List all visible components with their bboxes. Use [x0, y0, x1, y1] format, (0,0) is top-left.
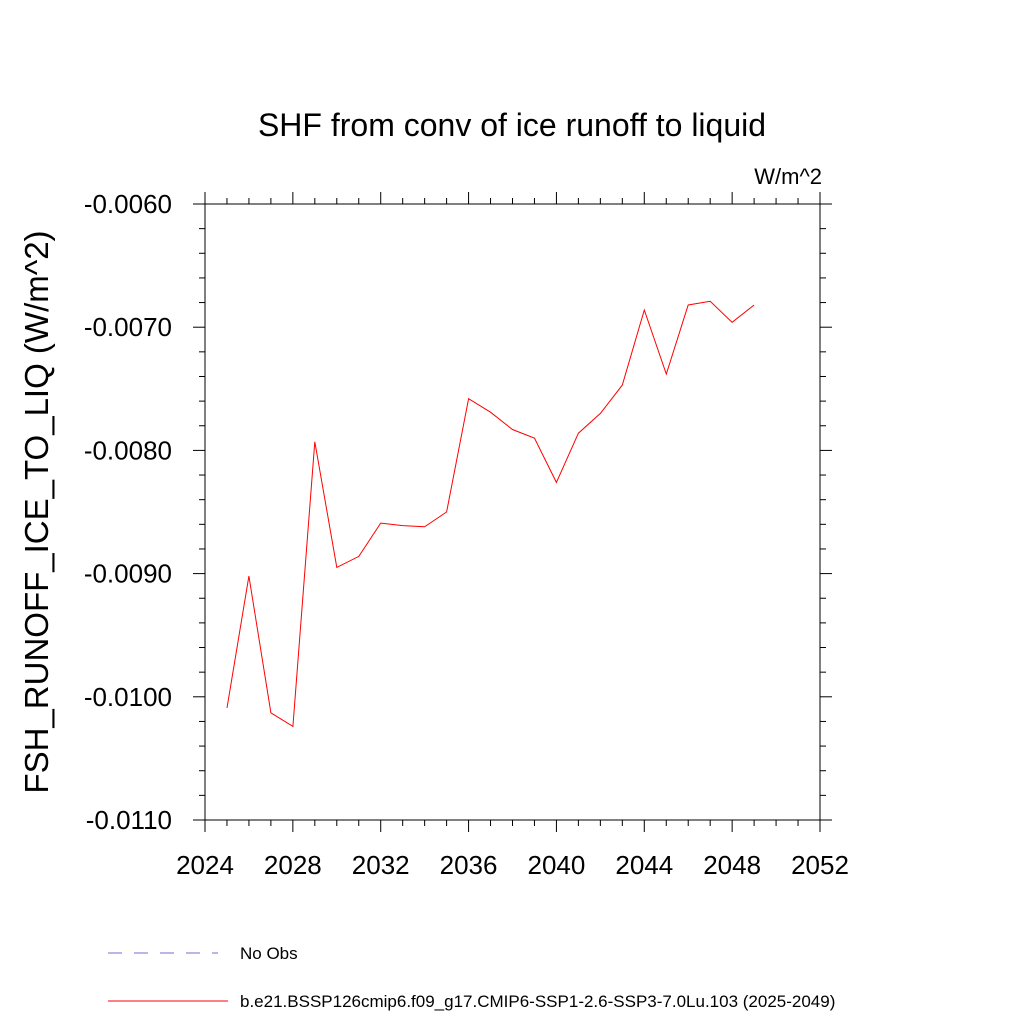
- y-axis-label: FSH_RUNOFF_ICE_TO_LIQ (W/m^2): [18, 230, 55, 793]
- y-tick-label: -0.0080: [84, 435, 172, 465]
- y-tick-label: -0.0060: [84, 189, 172, 219]
- legend: No Obs b.e21.BSSP126cmip6.f09_g17.CMIP6-…: [108, 944, 835, 1011]
- y-tick-label: -0.0110: [86, 805, 172, 835]
- x-tick-label: 2024: [176, 850, 234, 880]
- y-tick-labels: -0.0060 -0.0070 -0.0080 -0.0090 -0.0100 -0.01…: [84, 189, 172, 835]
- x-tick-label: 2048: [703, 850, 761, 880]
- y-tick-label: -0.0100: [84, 682, 172, 712]
- x-tick-label: 2052: [791, 850, 849, 880]
- plot-frame: [204, 203, 821, 821]
- series-lines: [226, 300, 755, 728]
- y-tick-label: -0.0070: [84, 312, 172, 342]
- x-tick-label: 2040: [528, 850, 586, 880]
- legend-label-no-obs: No Obs: [240, 944, 298, 963]
- y-tick-label: -0.0090: [84, 559, 172, 589]
- series-line: [226, 300, 755, 728]
- x-tick-labels: 2024 2028 2032 2036 2040 2044 2048 2052: [176, 850, 849, 880]
- x-tick-label: 2028: [264, 850, 322, 880]
- tick-marks: [193, 192, 832, 832]
- x-tick-label: 2032: [352, 850, 410, 880]
- units-label: W/m^2: [754, 164, 822, 189]
- x-tick-label: 2044: [615, 850, 673, 880]
- x-tick-label: 2036: [440, 850, 498, 880]
- legend-label-model: b.e21.BSSP126cmip6.f09_g17.CMIP6-SSP1-2.…: [240, 992, 835, 1011]
- chart-title: SHF from conv of ice runoff to liquid: [258, 107, 766, 143]
